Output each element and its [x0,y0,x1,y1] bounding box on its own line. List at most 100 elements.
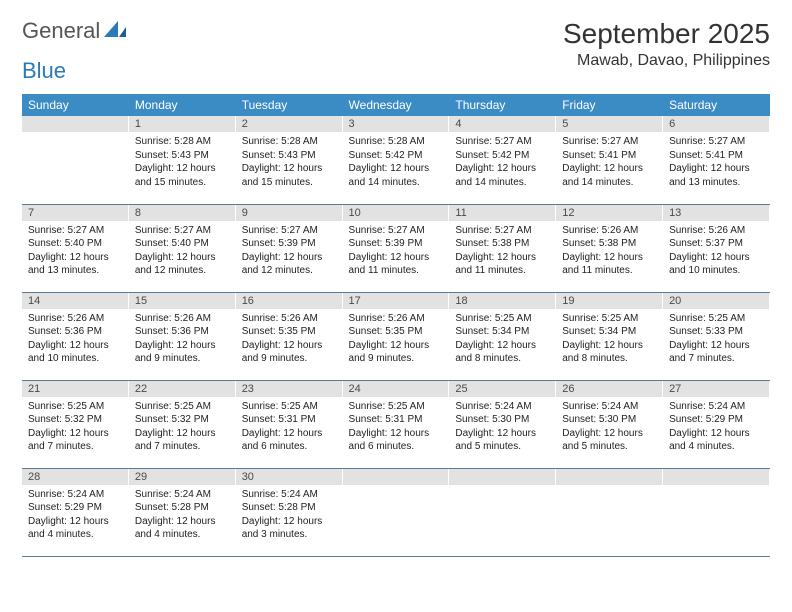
day-number: 7 [22,205,129,221]
day-details: Sunrise: 5:28 AMSunset: 5:42 PMDaylight:… [343,132,450,193]
day-number: 19 [556,293,663,309]
day-number: 25 [449,381,556,397]
sunset-text: Sunset: 5:33 PM [669,325,764,339]
day-number: 18 [449,293,556,309]
day-number: 4 [449,116,556,132]
calendar-cell: 24Sunrise: 5:25 AMSunset: 5:31 PMDayligh… [343,380,450,468]
sunset-text: Sunset: 5:40 PM [28,237,123,251]
day-number: 20 [663,293,770,309]
sunset-text: Sunset: 5:40 PM [135,237,230,251]
day-details: Sunrise: 5:26 AMSunset: 5:36 PMDaylight:… [129,309,236,370]
day-number: 5 [556,116,663,132]
day-details: Sunrise: 5:25 AMSunset: 5:32 PMDaylight:… [129,397,236,458]
daylight-text: Daylight: 12 hours and 6 minutes. [242,427,337,454]
day-details: Sunrise: 5:26 AMSunset: 5:37 PMDaylight:… [663,221,770,282]
daylight-text: Daylight: 12 hours and 13 minutes. [28,251,123,278]
sunrise-text: Sunrise: 5:26 AM [669,224,764,238]
sunset-text: Sunset: 5:32 PM [135,413,230,427]
sunrise-text: Sunrise: 5:26 AM [562,224,657,238]
sunrise-text: Sunrise: 5:25 AM [135,400,230,414]
day-details: Sunrise: 5:27 AMSunset: 5:39 PMDaylight:… [236,221,343,282]
daylight-text: Daylight: 12 hours and 8 minutes. [455,339,550,366]
calendar-cell: 30Sunrise: 5:24 AMSunset: 5:28 PMDayligh… [236,468,343,556]
daylight-text: Daylight: 12 hours and 15 minutes. [242,162,337,189]
sunset-text: Sunset: 5:29 PM [669,413,764,427]
calendar-cell: 18Sunrise: 5:25 AMSunset: 5:34 PMDayligh… [449,292,556,380]
day-number: 27 [663,381,770,397]
day-number: 10 [343,205,450,221]
calendar-page: General September 2025 Mawab, Davao, Phi… [0,0,792,575]
calendar-cell: 23Sunrise: 5:25 AMSunset: 5:31 PMDayligh… [236,380,343,468]
day-number [343,469,450,485]
day-details: Sunrise: 5:27 AMSunset: 5:41 PMDaylight:… [663,132,770,193]
day-number: 24 [343,381,450,397]
day-number [663,469,770,485]
calendar-cell [22,116,129,204]
day-number: 16 [236,293,343,309]
sunrise-text: Sunrise: 5:27 AM [349,224,444,238]
daylight-text: Daylight: 12 hours and 7 minutes. [28,427,123,454]
sunset-text: Sunset: 5:31 PM [349,413,444,427]
sunrise-text: Sunrise: 5:26 AM [28,312,123,326]
sunset-text: Sunset: 5:36 PM [28,325,123,339]
month-title: September 2025 [563,18,770,50]
calendar-cell [663,468,770,556]
day-number: 12 [556,205,663,221]
daylight-text: Daylight: 12 hours and 9 minutes. [242,339,337,366]
sunrise-text: Sunrise: 5:26 AM [242,312,337,326]
calendar-cell: 9Sunrise: 5:27 AMSunset: 5:39 PMDaylight… [236,204,343,292]
day-number [556,469,663,485]
calendar-week-row: 14Sunrise: 5:26 AMSunset: 5:36 PMDayligh… [22,292,770,380]
weekday-header: Wednesday [343,94,450,116]
sunrise-text: Sunrise: 5:24 AM [562,400,657,414]
day-details: Sunrise: 5:25 AMSunset: 5:34 PMDaylight:… [449,309,556,370]
calendar-cell [556,468,663,556]
calendar-cell: 29Sunrise: 5:24 AMSunset: 5:28 PMDayligh… [129,468,236,556]
logo-text-1: General [22,18,100,44]
day-details: Sunrise: 5:26 AMSunset: 5:36 PMDaylight:… [22,309,129,370]
daylight-text: Daylight: 12 hours and 14 minutes. [349,162,444,189]
daylight-text: Daylight: 12 hours and 8 minutes. [562,339,657,366]
sunrise-text: Sunrise: 5:28 AM [242,135,337,149]
sunrise-text: Sunrise: 5:27 AM [135,224,230,238]
weekday-header: Tuesday [236,94,343,116]
day-details: Sunrise: 5:27 AMSunset: 5:39 PMDaylight:… [343,221,450,282]
day-details: Sunrise: 5:24 AMSunset: 5:29 PMDaylight:… [22,485,129,546]
sunrise-text: Sunrise: 5:26 AM [135,312,230,326]
day-number: 28 [22,469,129,485]
calendar-cell: 11Sunrise: 5:27 AMSunset: 5:38 PMDayligh… [449,204,556,292]
calendar-cell: 8Sunrise: 5:27 AMSunset: 5:40 PMDaylight… [129,204,236,292]
sunset-text: Sunset: 5:36 PM [135,325,230,339]
day-details: Sunrise: 5:27 AMSunset: 5:41 PMDaylight:… [556,132,663,193]
sunrise-text: Sunrise: 5:25 AM [242,400,337,414]
sunrise-text: Sunrise: 5:27 AM [455,224,550,238]
calendar-cell: 4Sunrise: 5:27 AMSunset: 5:42 PMDaylight… [449,116,556,204]
day-details: Sunrise: 5:26 AMSunset: 5:35 PMDaylight:… [343,309,450,370]
sunset-text: Sunset: 5:29 PM [28,501,123,515]
calendar-cell: 13Sunrise: 5:26 AMSunset: 5:37 PMDayligh… [663,204,770,292]
logo-sail-icon [104,19,126,44]
sunrise-text: Sunrise: 5:27 AM [28,224,123,238]
day-details: Sunrise: 5:26 AMSunset: 5:35 PMDaylight:… [236,309,343,370]
sunrise-text: Sunrise: 5:24 AM [242,488,337,502]
daylight-text: Daylight: 12 hours and 4 minutes. [135,515,230,542]
day-number: 17 [343,293,450,309]
day-number: 14 [22,293,129,309]
calendar-cell: 3Sunrise: 5:28 AMSunset: 5:42 PMDaylight… [343,116,450,204]
sunrise-text: Sunrise: 5:27 AM [562,135,657,149]
sunrise-text: Sunrise: 5:25 AM [349,400,444,414]
day-number: 15 [129,293,236,309]
sunset-text: Sunset: 5:35 PM [242,325,337,339]
sunset-text: Sunset: 5:38 PM [455,237,550,251]
sunrise-text: Sunrise: 5:27 AM [242,224,337,238]
day-number: 8 [129,205,236,221]
sunrise-text: Sunrise: 5:24 AM [135,488,230,502]
calendar-week-row: 7Sunrise: 5:27 AMSunset: 5:40 PMDaylight… [22,204,770,292]
sunset-text: Sunset: 5:39 PM [242,237,337,251]
daylight-text: Daylight: 12 hours and 5 minutes. [455,427,550,454]
title-block: September 2025 Mawab, Davao, Philippines [563,18,770,70]
sunrise-text: Sunrise: 5:28 AM [349,135,444,149]
calendar-cell: 10Sunrise: 5:27 AMSunset: 5:39 PMDayligh… [343,204,450,292]
sunrise-text: Sunrise: 5:24 AM [455,400,550,414]
sunrise-text: Sunrise: 5:28 AM [135,135,230,149]
